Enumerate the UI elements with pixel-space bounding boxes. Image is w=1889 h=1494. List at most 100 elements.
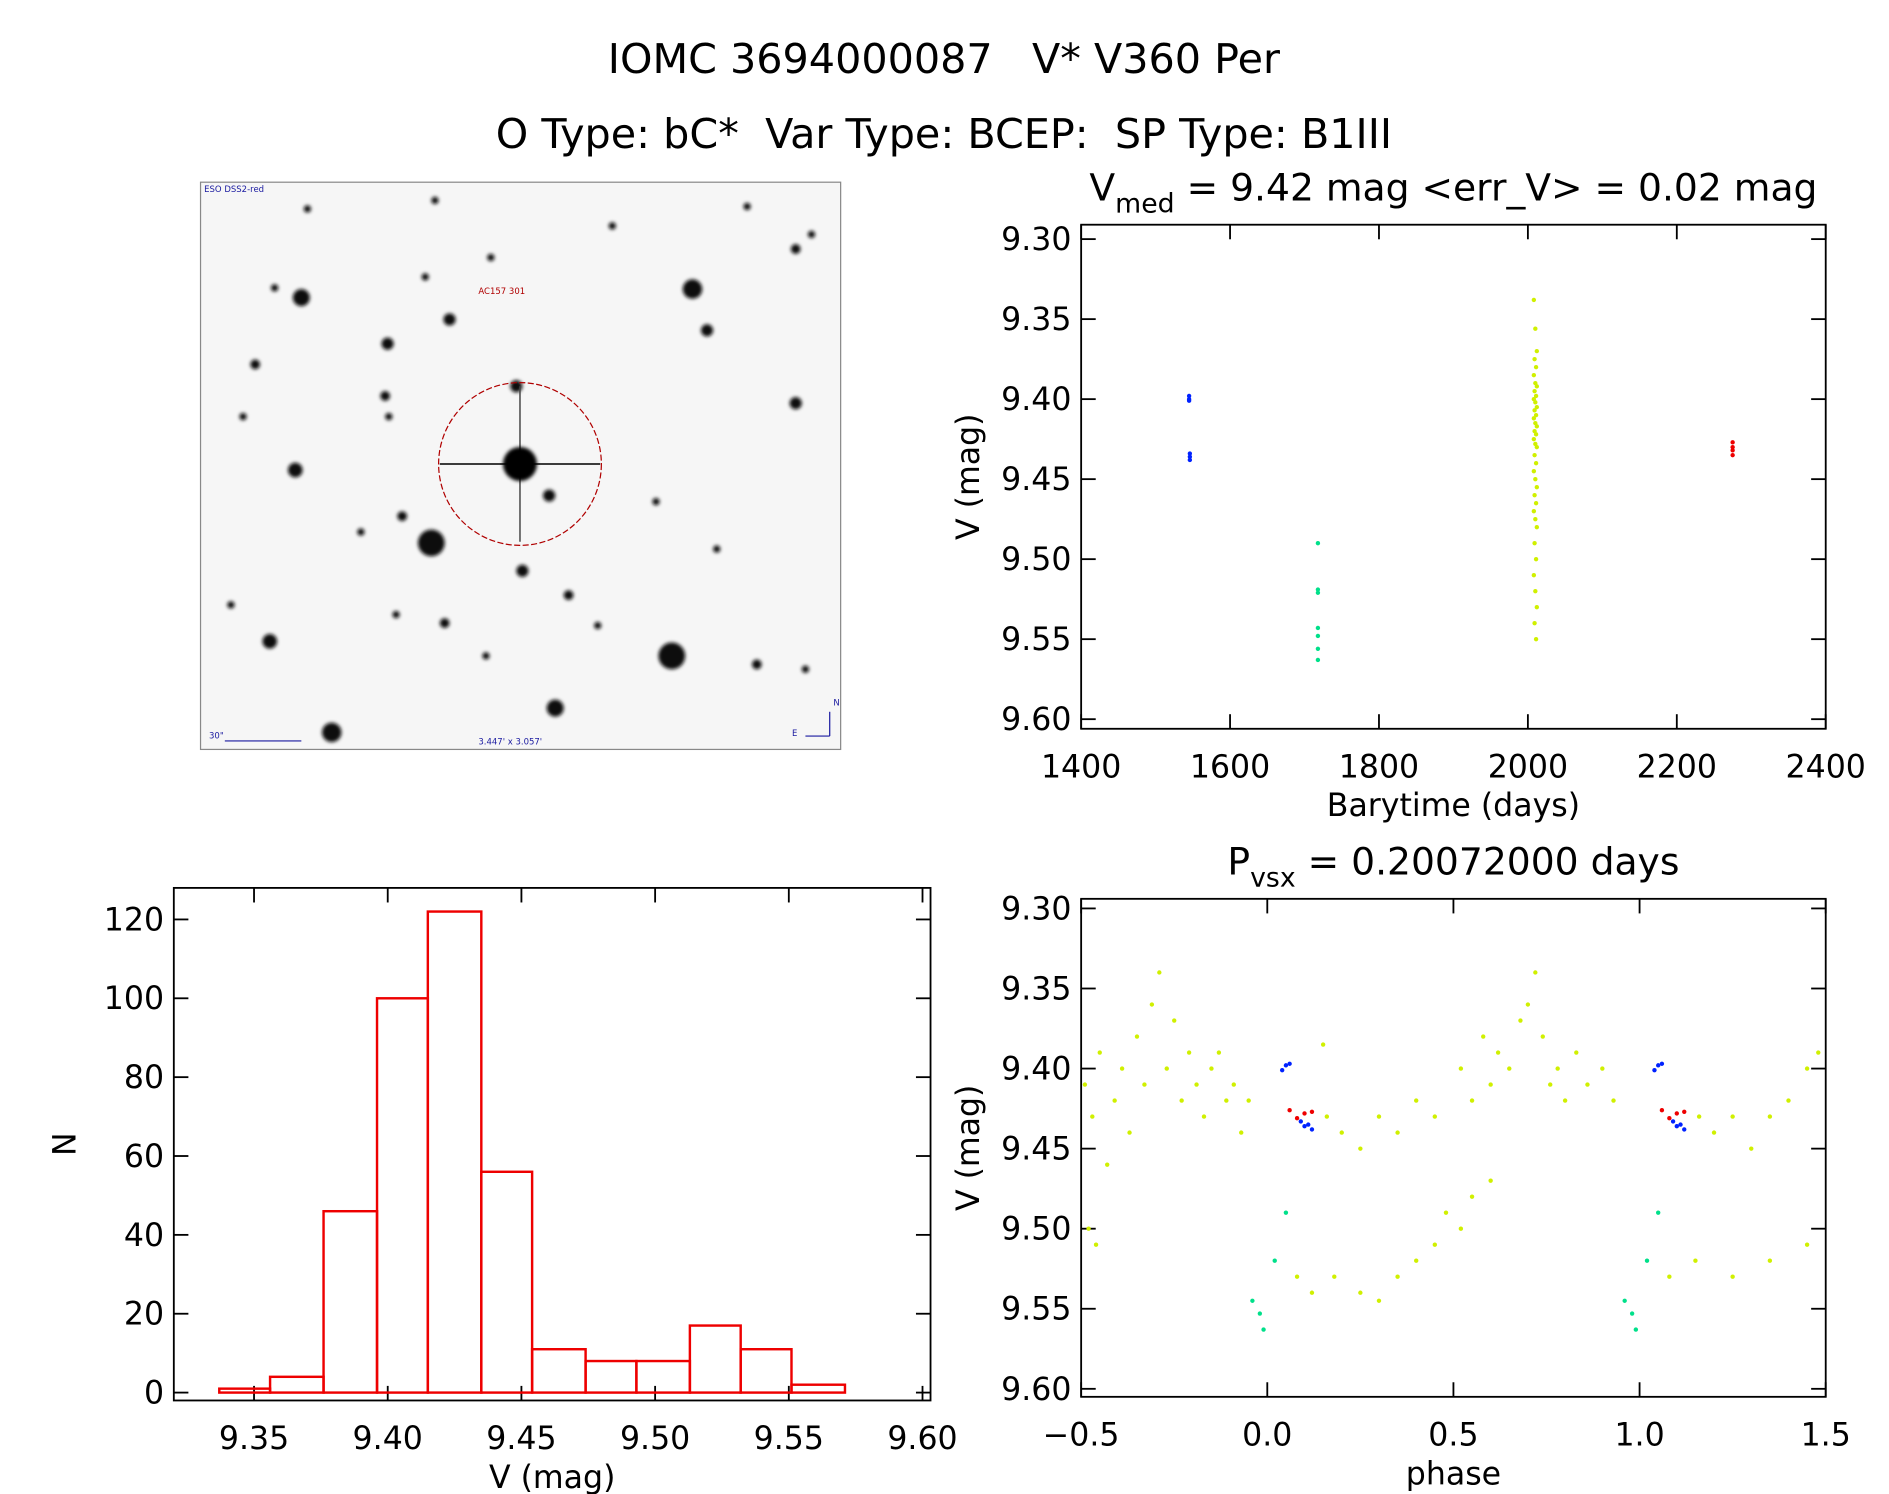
star (546, 699, 564, 717)
histogram-bar (584, 1359, 638, 1394)
figure-subtitle: O Type: bC* Var Type: BCEP: SP Type: B1I… (496, 110, 1392, 158)
histogram-bar (739, 1348, 793, 1394)
data-point (1090, 1114, 1095, 1119)
data-point (1531, 372, 1537, 378)
data-point (1261, 1327, 1266, 1332)
scale-label: 30" (209, 731, 224, 741)
data-point (1611, 1098, 1616, 1103)
data-point (1097, 1050, 1102, 1055)
data-point (1324, 1114, 1330, 1119)
data-point (1531, 297, 1537, 303)
data-point (1786, 1098, 1791, 1103)
data-point (1287, 1061, 1292, 1066)
data-point (1749, 1146, 1754, 1151)
data-point (1186, 393, 1192, 399)
data-point (1157, 970, 1162, 975)
y-tick-label: 9.40 (1001, 1051, 1071, 1087)
data-point (1257, 1311, 1263, 1316)
data-point (1533, 476, 1538, 482)
y-tick-label: 100 (104, 981, 164, 1017)
data-point (1562, 1098, 1568, 1103)
y-tick-label: 9.30 (1001, 891, 1071, 927)
data-point (1534, 424, 1540, 429)
data-point (1339, 1130, 1344, 1135)
y-tick-label: 9.60 (1001, 702, 1071, 738)
data-point (1816, 1050, 1821, 1055)
data-point (1667, 1274, 1672, 1279)
data-point (1532, 408, 1537, 413)
data-point (1164, 1066, 1169, 1071)
chart-title-part: V (1089, 165, 1115, 209)
data-point (1532, 620, 1537, 626)
y-tick-label: 9.50 (1001, 542, 1071, 578)
star (789, 397, 802, 410)
target-circle (437, 382, 602, 546)
data-point (1315, 587, 1321, 592)
chart-title-part: = 9.42 mag <err_V> = 0.02 mag (1175, 165, 1818, 209)
data-point (1458, 1066, 1464, 1071)
data-point (1279, 1067, 1285, 1073)
x-axis-label: Barytime (days) (1327, 788, 1580, 824)
data-point (1531, 416, 1537, 421)
data-point (1730, 452, 1735, 458)
data-point (1532, 540, 1537, 546)
data-point (1532, 452, 1537, 458)
data-point (1518, 1018, 1523, 1023)
data-point (1469, 1098, 1475, 1103)
data-point (1376, 1298, 1382, 1303)
data-point (1730, 440, 1735, 445)
data-point (1540, 1034, 1545, 1039)
data-point (1376, 1114, 1382, 1119)
data-point (1533, 588, 1538, 594)
data-point (1306, 1122, 1311, 1127)
data-point (1414, 1258, 1419, 1263)
y-axis-label: N (47, 1132, 83, 1156)
data-point (1534, 484, 1540, 490)
data-point (1112, 1098, 1117, 1103)
data-point (1315, 646, 1321, 651)
star (713, 545, 721, 553)
data-point (1525, 1002, 1531, 1007)
data-point (1179, 1098, 1184, 1103)
data-point (1693, 1258, 1698, 1263)
data-point (1320, 1042, 1326, 1047)
data-point (1533, 326, 1538, 331)
histogram-bar (426, 910, 483, 1394)
data-point (1194, 1082, 1199, 1087)
x-tick-label: 9.60 (887, 1421, 957, 1457)
data-point (1082, 1082, 1088, 1087)
x-axis-label: phase (1406, 1456, 1501, 1492)
data-point (1432, 1242, 1438, 1247)
star (381, 337, 394, 350)
figure-title: IOMC 3694000087 V* V360 Per (608, 35, 1280, 83)
y-tick-label: 60 (124, 1139, 164, 1175)
data-point (1294, 1274, 1300, 1279)
x-tick-label: 9.35 (219, 1421, 289, 1457)
star (239, 412, 247, 421)
data-point (1533, 400, 1538, 405)
data-point (1250, 1298, 1255, 1303)
star (421, 273, 429, 281)
star (807, 230, 816, 239)
data-point (1309, 1290, 1315, 1295)
x-tick-label: 1800 (1339, 749, 1419, 785)
data-point (1432, 1114, 1438, 1119)
star (262, 634, 278, 649)
data-point (1469, 1194, 1475, 1199)
x-tick-label: 1600 (1190, 749, 1270, 785)
histogram-bar (530, 1348, 587, 1394)
east-label: E (792, 729, 797, 739)
x-axis-label: V (mag) (489, 1460, 615, 1494)
star (385, 412, 393, 421)
x-tick-label: 2200 (1637, 749, 1717, 785)
y-axis-label: V (mag) (951, 1085, 987, 1211)
star (543, 489, 556, 502)
data-point (1287, 1108, 1292, 1113)
y-tick-label: 120 (104, 902, 164, 938)
star (487, 253, 495, 262)
data-point (1531, 468, 1537, 474)
plot-frame (172, 886, 932, 1402)
x-tick-label: 0.0 (1242, 1417, 1292, 1453)
